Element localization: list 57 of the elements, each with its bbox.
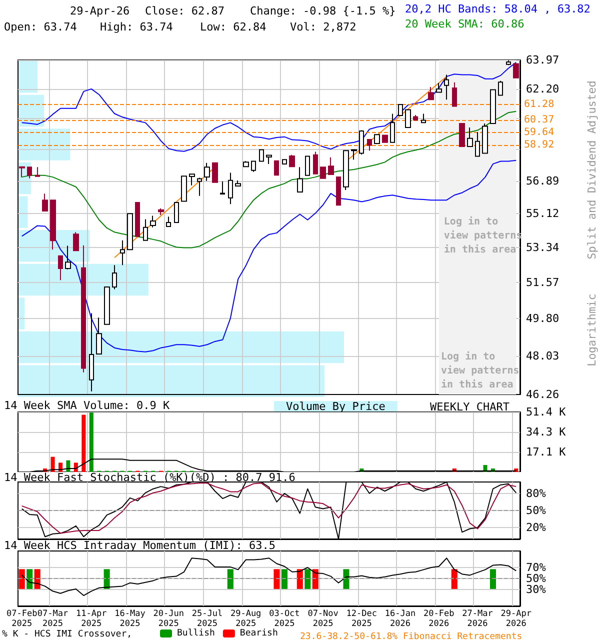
ref-line-label: 59.64 (524, 126, 554, 138)
legend-title: % K - HCS IMI Crossover, (2, 630, 132, 640)
y-tick-label: 17.1 K (526, 446, 566, 459)
y-tick-label: 80% (526, 486, 546, 500)
chart-title: 14 Week HCS Intraday Momentum (IMI): 63.5 (4, 539, 276, 552)
x-tick-label: 07-Mar 2025 (37, 609, 68, 629)
text: Open: 63.74 (4, 20, 78, 34)
x-tick-label: 20-Feb 2026 (424, 609, 454, 629)
x-tick-label: 03-Oct 2025 (269, 609, 300, 629)
y-tick-label: 34.3 K (526, 425, 566, 438)
ref-line-label: 60.37 (524, 114, 554, 126)
y-tick-label: 70% (526, 561, 546, 574)
x-tick-label: 11-Apr 2025 (76, 609, 107, 629)
text: Volume By Price (286, 400, 386, 413)
x-tick-label: 29-Aug 2025 (230, 609, 262, 629)
y-tick-label: 51.57 (526, 276, 560, 289)
y-tick-label: 56.89 (526, 174, 560, 188)
y-tick-label: 50% (526, 504, 546, 517)
x-tick-label: 07-Feb 2025 (6, 609, 38, 629)
text: 20 Week SMA: 60.86 (405, 18, 524, 30)
legend-label: Bullish (177, 628, 215, 638)
chart-title: 14 Week Fast Stochastic (%K)(%D) : 80.7 91.6 (4, 471, 296, 484)
y-tick-label: 63.97 (526, 54, 560, 66)
y-tick-label: 51.4 K (526, 406, 566, 418)
ref-line-label: 61.28 (524, 98, 554, 110)
x-tick-label: 12-Dec 2025 (346, 609, 378, 629)
text: Close: 62.87 (145, 4, 224, 18)
legend-label: Bearish (240, 628, 278, 638)
y-tick-label: 53.34 (526, 241, 560, 254)
text: 20,2 HC Bands: 58.04 , 63.82 (405, 2, 590, 16)
text: Vol: 2,872 (290, 20, 356, 34)
text: Low: 62.84 (200, 20, 267, 34)
y-tick-label: 62.20 (526, 82, 560, 96)
y-tick-label: 50% (526, 572, 546, 585)
x-tick-label: 27-Mar 2026 (462, 609, 493, 629)
y-tick-label: 48.03 (526, 349, 560, 362)
text: High: 63.74 (100, 20, 174, 34)
x-tick-label: 20-Jun 2025 (153, 609, 184, 629)
annotation: Log in to view patterns in this area (441, 350, 520, 390)
x-tick-label: 29-Apr 2026 (500, 609, 532, 629)
y-tick-label: 46.26 (526, 388, 560, 401)
y-tick-label: 55.12 (526, 207, 560, 220)
ref-line-label: 58.92 (524, 139, 554, 150)
x-tick-label: 16-May 2025 (114, 609, 146, 629)
text: Logarithmic (586, 294, 598, 366)
x-tick-label: 16-Jan 2026 (384, 609, 416, 629)
text: Change: -0.98 {-1.5 %} (250, 4, 396, 18)
x-tick-label: 25-Jul 2025 (192, 609, 223, 629)
text: 29-Apr-26 (70, 4, 130, 18)
annotation: WEEKLY CHART (430, 400, 510, 414)
text: 23.6-38.2-50-61.8% Fibonacci Retracements (300, 632, 522, 640)
x-tick-label: 07-Nov 2025 (308, 609, 338, 629)
y-axis-title: Split and Dividend Adjusted (586, 80, 598, 260)
chart-title: 14 Week SMA Volume: 0.9 K (4, 399, 170, 412)
y-tick-label: 30% (526, 583, 546, 596)
y-tick-label: 20% (526, 521, 546, 534)
y-tick-label: 49.80 (526, 312, 560, 325)
